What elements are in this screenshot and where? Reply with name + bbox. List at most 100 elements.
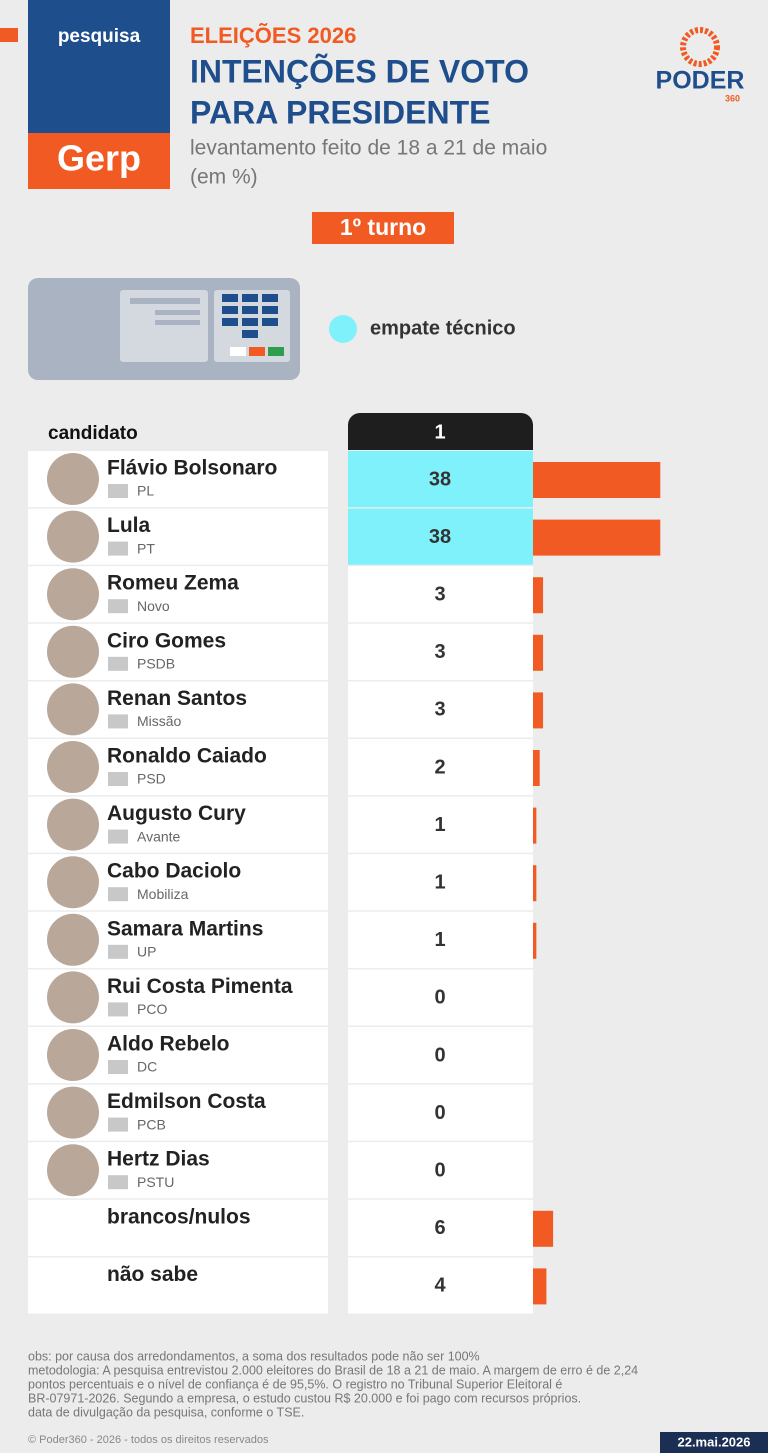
- value-cell: [348, 508, 533, 565]
- bar: [533, 634, 544, 671]
- value-cell: [348, 681, 533, 738]
- candidate-name: Cabo Daciolo: [107, 860, 241, 883]
- bar: [533, 692, 544, 729]
- ballot-machine: [28, 278, 300, 380]
- party: Avante: [137, 828, 181, 844]
- party-logo: [108, 1117, 128, 1132]
- round: 1º turno: [340, 214, 426, 240]
- party: Novo: [137, 598, 170, 614]
- party-logo: [108, 887, 128, 902]
- value-cell: [348, 969, 533, 1026]
- party: PSTU: [137, 1174, 174, 1190]
- candidate-name: não sabe: [107, 1263, 198, 1286]
- brand-box: [28, 0, 170, 133]
- logo-sun: [680, 27, 720, 67]
- avatar: [47, 1144, 99, 1197]
- bar: [533, 807, 537, 844]
- value-cell: [348, 1199, 533, 1256]
- value-cell: [348, 623, 533, 680]
- candidate-name: Lula: [107, 514, 150, 537]
- value-label: 0: [434, 987, 445, 1009]
- logo-sub: 360: [725, 93, 740, 103]
- bar: [533, 922, 537, 959]
- avatar: [47, 568, 99, 621]
- avatar: [47, 856, 99, 909]
- accent: [0, 28, 18, 42]
- value-label: 0: [434, 1044, 445, 1066]
- round-box: [312, 212, 454, 244]
- candidate-name: brancos/nulos: [107, 1205, 251, 1228]
- party-logo: [108, 1060, 128, 1074]
- party: PCB: [137, 1116, 166, 1132]
- bar: [533, 1268, 547, 1305]
- party-logo: [108, 944, 128, 959]
- title: INTENÇÕES DE VOTO: [190, 53, 529, 89]
- party: UP: [137, 944, 156, 960]
- candidate-name: Romeu Zema: [107, 572, 239, 595]
- kicker: ELEIÇÕES 2026: [190, 23, 356, 48]
- avatar: [47, 1086, 99, 1139]
- value-cell: [348, 1257, 533, 1314]
- candidate-name: Aldo Rebelo: [107, 1033, 230, 1056]
- party: PSD: [137, 771, 166, 787]
- party-logo: [108, 772, 128, 786]
- party: DC: [137, 1059, 157, 1075]
- avatar: [47, 453, 99, 505]
- candidate-name: Ronaldo Caiado: [107, 745, 267, 768]
- party-logo: [108, 599, 128, 614]
- candidate-name: Ciro Gomes: [107, 629, 226, 652]
- subtitle: (em %): [190, 166, 258, 189]
- value-label: 1: [434, 929, 445, 951]
- party: PL: [137, 483, 154, 499]
- brand-bottom: Gerp: [57, 138, 141, 179]
- value-label: 38: [429, 526, 451, 548]
- party-logo: [108, 829, 128, 844]
- candidate-name: Edmilson Costa: [107, 1090, 266, 1113]
- party-logo: [108, 1175, 128, 1190]
- value-label: 4: [434, 1275, 446, 1297]
- value-label: 2: [434, 756, 445, 778]
- value-cell: [348, 854, 533, 911]
- row-cell: [28, 1257, 328, 1314]
- party-logo: [108, 714, 128, 729]
- column-header: 1: [434, 421, 445, 443]
- value-cell: [348, 1084, 533, 1141]
- bar: [533, 519, 661, 556]
- value-cell: [348, 1027, 533, 1084]
- brand-box: [28, 133, 170, 189]
- tie-swatch: [329, 315, 357, 343]
- title: PARA PRESIDENTE: [190, 94, 490, 130]
- bar: [533, 462, 661, 498]
- tie-label: empate técnico: [370, 317, 516, 339]
- party-logo: [108, 1002, 128, 1017]
- column-header-box: [348, 413, 533, 450]
- value-label: 38: [429, 468, 451, 490]
- value-label: 1: [434, 814, 445, 836]
- avatar: [47, 741, 99, 793]
- brand-top: pesquisa: [58, 26, 141, 47]
- avatar: [47, 1029, 99, 1081]
- bar: [533, 750, 540, 786]
- value-cell: [348, 566, 533, 623]
- value-cell: [348, 1142, 533, 1199]
- value-label: 3: [434, 583, 445, 605]
- bar: [533, 1210, 554, 1247]
- note: metodologia: A pesquisa entrevistou 2.00…: [28, 1363, 638, 1377]
- party-logo: [108, 656, 128, 671]
- copyright: © Poder360 - 2026 - todos os direitos re…: [28, 1434, 269, 1446]
- value-cell: [348, 911, 533, 968]
- avatar: [47, 510, 99, 563]
- bar: [533, 865, 537, 902]
- candidate-name: Rui Costa Pimenta: [107, 975, 293, 998]
- party: PSDB: [137, 656, 175, 672]
- party: PT: [137, 540, 155, 556]
- bar: [533, 577, 544, 614]
- avatar: [47, 683, 99, 736]
- date-box: [660, 1432, 768, 1453]
- value-cell: [348, 739, 533, 796]
- note: obs: por causa dos arredondamentos, a so…: [28, 1349, 480, 1363]
- candidate-name: Flávio Bolsonaro: [107, 457, 277, 480]
- value-label: 0: [434, 1102, 445, 1124]
- candidate-name: Augusto Cury: [107, 802, 246, 825]
